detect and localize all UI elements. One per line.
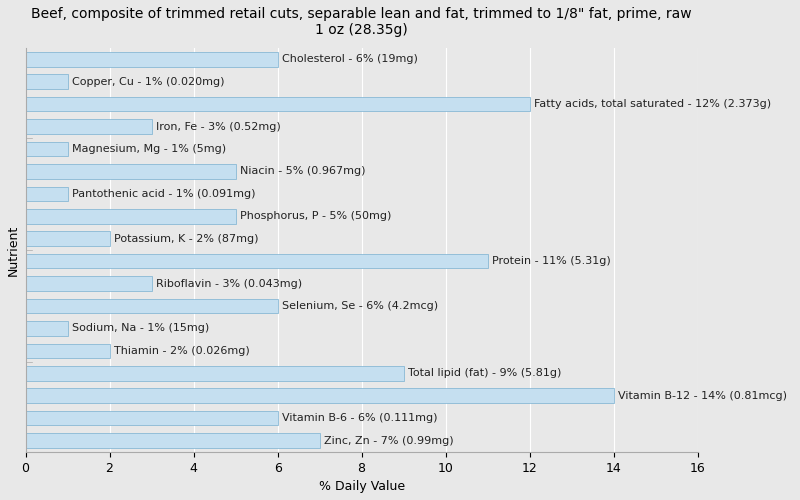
Text: Phosphorus, P - 5% (50mg): Phosphorus, P - 5% (50mg) xyxy=(240,212,391,222)
Bar xyxy=(26,119,151,134)
Bar xyxy=(26,52,278,66)
Text: Vitamin B-6 - 6% (0.111mg): Vitamin B-6 - 6% (0.111mg) xyxy=(282,413,438,423)
Text: Pantothenic acid - 1% (0.091mg): Pantothenic acid - 1% (0.091mg) xyxy=(72,189,255,199)
Bar xyxy=(26,232,110,246)
Text: Potassium, K - 2% (87mg): Potassium, K - 2% (87mg) xyxy=(114,234,258,243)
Bar xyxy=(26,411,278,426)
Text: Zinc, Zn - 7% (0.99mg): Zinc, Zn - 7% (0.99mg) xyxy=(324,436,454,446)
Y-axis label: Nutrient: Nutrient xyxy=(7,224,20,276)
Bar xyxy=(26,142,67,156)
Text: Vitamin B-12 - 14% (0.81mcg): Vitamin B-12 - 14% (0.81mcg) xyxy=(618,390,787,400)
Text: Selenium, Se - 6% (4.2mcg): Selenium, Se - 6% (4.2mcg) xyxy=(282,301,438,311)
Bar xyxy=(26,74,67,89)
Bar xyxy=(26,209,235,224)
X-axis label: % Daily Value: % Daily Value xyxy=(318,480,405,493)
Bar xyxy=(26,164,235,178)
Bar xyxy=(26,276,151,291)
Bar xyxy=(26,366,404,380)
Text: Copper, Cu - 1% (0.020mg): Copper, Cu - 1% (0.020mg) xyxy=(72,76,224,86)
Text: Protein - 11% (5.31g): Protein - 11% (5.31g) xyxy=(492,256,610,266)
Bar xyxy=(26,97,530,112)
Bar xyxy=(26,434,319,448)
Bar xyxy=(26,321,67,336)
Text: Fatty acids, total saturated - 12% (2.373g): Fatty acids, total saturated - 12% (2.37… xyxy=(534,99,771,109)
Bar xyxy=(26,254,488,268)
Text: Total lipid (fat) - 9% (5.81g): Total lipid (fat) - 9% (5.81g) xyxy=(408,368,561,378)
Text: Niacin - 5% (0.967mg): Niacin - 5% (0.967mg) xyxy=(240,166,366,176)
Text: Cholesterol - 6% (19mg): Cholesterol - 6% (19mg) xyxy=(282,54,418,64)
Bar xyxy=(26,186,67,201)
Bar xyxy=(26,344,110,358)
Text: Sodium, Na - 1% (15mg): Sodium, Na - 1% (15mg) xyxy=(72,324,209,334)
Text: Thiamin - 2% (0.026mg): Thiamin - 2% (0.026mg) xyxy=(114,346,250,356)
Text: Iron, Fe - 3% (0.52mg): Iron, Fe - 3% (0.52mg) xyxy=(156,122,281,132)
Text: Magnesium, Mg - 1% (5mg): Magnesium, Mg - 1% (5mg) xyxy=(72,144,226,154)
Title: Beef, composite of trimmed retail cuts, separable lean and fat, trimmed to 1/8" : Beef, composite of trimmed retail cuts, … xyxy=(31,7,692,37)
Bar xyxy=(26,298,278,314)
Text: Riboflavin - 3% (0.043mg): Riboflavin - 3% (0.043mg) xyxy=(156,278,302,288)
Bar xyxy=(26,388,614,403)
